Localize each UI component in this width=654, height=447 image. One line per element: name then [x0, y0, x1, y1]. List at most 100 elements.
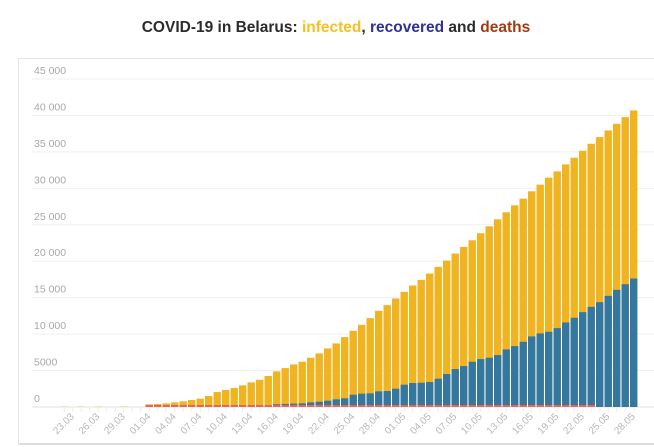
bar-deaths — [477, 405, 485, 407]
bar-infected — [460, 246, 468, 407]
bar-recovered — [630, 278, 638, 407]
bar-deaths — [341, 405, 349, 407]
x-tick-label: 01.04 — [128, 411, 154, 437]
bar-infected — [94, 406, 102, 407]
bar-infected — [358, 324, 366, 407]
bar-recovered — [426, 382, 434, 407]
x-tick-label: 22.04 — [306, 411, 332, 437]
x-tick-label: 19.05 — [536, 411, 562, 437]
bar-deaths — [562, 405, 570, 407]
x-tick-label: 16.04 — [255, 411, 281, 437]
title-sep2: and — [444, 19, 481, 36]
x-tick-label: 04.04 — [153, 411, 179, 437]
bar-infected — [179, 401, 187, 407]
x-axis: 23.03 26.03 29.03 01.04 04.04 07.04 10.04 13.04… — [51, 408, 638, 437]
y-tick-label: 35 000 — [34, 138, 66, 150]
bar-infected — [213, 392, 221, 407]
bar-infected — [188, 400, 196, 407]
bar-deaths — [451, 405, 459, 407]
bar-recovered — [324, 400, 332, 407]
title-recovered: recovered — [370, 19, 445, 36]
bar-infected — [426, 273, 434, 407]
bar-recovered — [315, 401, 323, 407]
bar-infected — [239, 385, 247, 407]
bar-deaths — [324, 405, 332, 407]
bar-recovered — [358, 393, 366, 407]
bar-deaths — [468, 405, 476, 407]
bar-recovered — [528, 336, 536, 407]
bar-deaths — [358, 405, 366, 407]
bar-infected — [536, 184, 544, 407]
bar-recovered — [621, 284, 629, 407]
bar-infected — [528, 191, 536, 407]
bar-infected — [222, 390, 230, 407]
bar-recovered — [375, 391, 383, 407]
bar-infected — [264, 376, 272, 407]
title-prefix: COVID-19 in Belarus: — [141, 19, 302, 36]
bar-infected — [494, 219, 502, 407]
bar-recovered — [460, 366, 468, 407]
bar-infected — [613, 123, 621, 408]
bar-deaths — [485, 405, 493, 407]
bar-recovered — [553, 328, 561, 407]
bar-deaths — [315, 405, 323, 407]
bar-recovered — [392, 388, 400, 407]
bar-deaths — [579, 405, 587, 407]
bar-infected — [553, 171, 561, 407]
bar-infected — [519, 198, 527, 407]
bar-deaths — [273, 405, 281, 407]
bar-recovered — [332, 399, 340, 407]
bar-infected — [596, 137, 604, 407]
bar-infected — [77, 406, 85, 407]
bar-infected — [290, 364, 298, 407]
bar-deaths — [536, 405, 544, 407]
bar-infected — [375, 310, 383, 407]
bar-infected — [307, 357, 315, 407]
bar-recovered — [519, 341, 527, 407]
bar-recovered — [451, 369, 459, 407]
bar-infected — [247, 382, 255, 407]
bar-recovered — [383, 391, 391, 407]
bar-recovered — [545, 331, 553, 407]
bar-infected — [392, 298, 400, 407]
bar-deaths — [417, 405, 425, 407]
bar-infected — [60, 406, 68, 407]
x-tick-label: 22.05 — [561, 411, 587, 437]
bar-deaths — [196, 405, 204, 407]
bar-infected — [468, 240, 476, 407]
bar-deaths — [502, 405, 510, 407]
y-tick-label: 20 000 — [34, 247, 66, 259]
title-sep1: , — [361, 19, 371, 36]
bar-infected — [332, 343, 340, 407]
bar-infected — [451, 253, 459, 407]
bar-deaths — [230, 405, 238, 407]
bar-deaths — [145, 405, 153, 407]
bar-deaths — [460, 405, 468, 407]
bar-recovered — [409, 383, 417, 407]
bar-recovered — [596, 302, 604, 407]
bar-recovered — [570, 317, 578, 407]
bar-deaths — [162, 405, 170, 407]
bar-deaths — [409, 405, 417, 407]
bar-deaths — [528, 405, 536, 407]
bar-deaths — [511, 405, 519, 407]
bar-recovered — [366, 393, 374, 407]
bar-deaths — [188, 405, 196, 407]
bar-deaths — [366, 405, 374, 407]
bar-infected — [366, 318, 374, 407]
y-tick-label: 5000 — [34, 357, 58, 369]
chart-frame — [18, 58, 654, 445]
bar-recovered — [494, 355, 502, 407]
bar-recovered — [443, 374, 451, 407]
bar-infected — [545, 177, 553, 407]
bar-recovered — [477, 359, 485, 407]
x-tick-label: 07.04 — [179, 411, 205, 437]
bar-deaths — [247, 405, 255, 407]
bar-infected — [341, 337, 349, 407]
bars — [60, 110, 638, 408]
bar-deaths — [587, 405, 595, 407]
bar-deaths — [400, 405, 408, 407]
bar-deaths — [307, 405, 315, 407]
bar-deaths — [383, 405, 391, 407]
bar-infected — [281, 368, 289, 407]
